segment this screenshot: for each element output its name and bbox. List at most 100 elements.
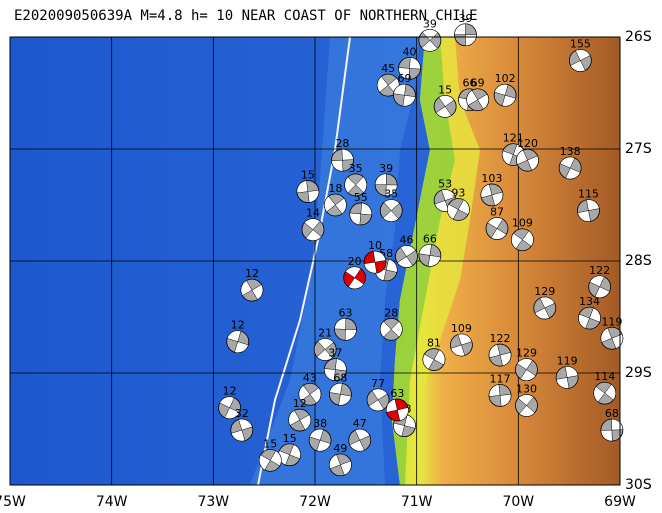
focal-mechanism: 15 <box>296 169 320 203</box>
beachball-dilatation <box>466 89 489 110</box>
focal-mechanism: 129 <box>533 285 557 320</box>
beachball-dilatation <box>296 180 320 203</box>
focal-mechanism: 155 <box>568 38 592 72</box>
focal-mechanism: 35 <box>379 188 403 223</box>
depth-label: 53 <box>438 178 452 191</box>
beachball-dilatation <box>368 388 388 412</box>
depth-label: 39 <box>458 12 472 25</box>
depth-label: 119 <box>557 354 578 367</box>
beachball-dilatation <box>288 410 312 431</box>
beachball-dilatation <box>219 396 240 419</box>
focal-mechanism: 18 <box>323 182 347 217</box>
focal-mechanism: 134 <box>578 295 601 330</box>
depth-label: 38 <box>313 417 327 430</box>
beachball-dilatation <box>397 245 416 268</box>
beachball-dilatation <box>534 296 556 320</box>
depth-label: 20 <box>348 255 362 268</box>
beachball-dilatation <box>380 321 403 338</box>
focal-mechanism: 43 <box>298 371 322 406</box>
beachball-dilatation <box>589 275 610 298</box>
depth-label: 129 <box>534 285 555 298</box>
focal-mechanism: 130 <box>515 382 538 417</box>
focal-mechanism: 109 <box>449 322 473 357</box>
focal-mechanism: 114 <box>593 370 617 405</box>
focal-mechanism: 12 <box>218 385 242 420</box>
depth-label: 66 <box>463 77 477 90</box>
focal-mechanism: 68 <box>600 407 624 442</box>
depth-label: 46 <box>400 234 414 247</box>
beachball-dilatation <box>386 398 409 421</box>
depth-label: 18 <box>328 182 342 195</box>
focal-mechanism: 15 <box>433 83 457 118</box>
beachball-dilatation <box>570 49 591 72</box>
x-tick-label: 69W <box>604 494 636 510</box>
focal-mechanism: 81 <box>422 337 446 371</box>
beachball-dilatation <box>329 383 352 406</box>
depth-label: 15 <box>283 432 297 445</box>
beachball-dilatation <box>494 84 517 107</box>
beachball-dilatation <box>334 318 357 341</box>
focal-mechanism: 20 <box>343 255 367 290</box>
beachball-dilatation <box>304 218 322 241</box>
depth-label: 87 <box>490 206 504 219</box>
focal-mechanism: 102 <box>493 72 517 107</box>
focal-mechanism: 37 <box>323 347 347 382</box>
beachball-dilatation <box>374 173 398 197</box>
beachball-dilatation <box>488 384 512 407</box>
depth-label: 134 <box>579 295 600 308</box>
x-tick-label: 75W <box>0 494 26 510</box>
focal-mechanism: 119 <box>555 354 579 389</box>
beachball-dilatation <box>600 418 624 442</box>
beachball-dilatation <box>559 156 581 180</box>
focal-mechanism: 93 <box>446 186 470 221</box>
beachball-dilatation <box>454 23 477 47</box>
depth-label: 109 <box>512 217 533 230</box>
beachball-dilatation <box>344 176 367 194</box>
focal-mechanism: 122 <box>488 332 512 367</box>
y-tick-label: 27S <box>625 141 652 157</box>
beachball-dilatation <box>331 148 354 172</box>
focal-mechanism: 12 <box>226 319 250 354</box>
focal-mechanism: 47 <box>348 417 372 452</box>
depth-label: 43 <box>303 371 317 384</box>
focal-mechanism: 68 <box>329 371 352 406</box>
focal-mechanism: 103 <box>480 172 504 207</box>
focal-mechanism: 63 <box>334 306 357 341</box>
depth-label: 35 <box>349 162 363 175</box>
depth-label: 66 <box>423 232 437 245</box>
depth-label: 103 <box>481 172 502 185</box>
beachball-dilatation <box>345 266 365 290</box>
beachball-dilatation <box>516 149 539 171</box>
depth-label: 109 <box>451 322 472 335</box>
y-tick-label: 26S <box>625 29 652 45</box>
focal-mechanism: 63 <box>385 387 409 422</box>
depth-label: 115 <box>578 188 599 201</box>
depth-label: 120 <box>517 137 538 150</box>
focal-mechanism: 39 <box>418 17 442 52</box>
x-tick-label: 73W <box>197 494 229 510</box>
beachball-dilatation <box>487 217 507 240</box>
depth-label: 77 <box>371 377 385 390</box>
beachball-dilatation <box>421 29 439 52</box>
beachball-dilatation <box>556 366 579 389</box>
beachball-dilatation <box>422 349 446 370</box>
y-tick-label: 29S <box>625 365 652 381</box>
focal-mechanism: 28 <box>331 137 354 172</box>
focal-mechanism: 38 <box>308 417 332 452</box>
focal-mechanism: 28 <box>379 306 403 341</box>
x-tick-label: 71W <box>401 494 433 510</box>
beachball-dilatation <box>230 418 253 442</box>
y-tick-label: 30S <box>625 477 652 493</box>
beachball-dilatation <box>349 202 372 226</box>
focal-mechanism: 120 <box>516 137 539 172</box>
depth-label: 121 <box>503 132 524 145</box>
focal-mechanism: 55 <box>349 191 373 226</box>
beachball-dilatation <box>226 330 249 353</box>
focal-mechanism: 138 <box>558 145 582 180</box>
focal-mechanism: 21 <box>313 326 337 361</box>
beachball-dilatation <box>435 95 455 118</box>
depth-label: 114 <box>594 370 615 383</box>
depth-label: 49 <box>333 442 347 455</box>
focal-mechanism: 119 <box>600 315 624 350</box>
